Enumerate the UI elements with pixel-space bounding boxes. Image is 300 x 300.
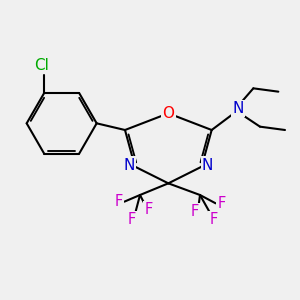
Text: F: F	[191, 204, 199, 219]
Text: F: F	[144, 202, 152, 217]
Text: F: F	[114, 194, 122, 209]
Text: F: F	[209, 212, 218, 227]
Text: Cl: Cl	[34, 58, 49, 73]
Text: F: F	[128, 212, 136, 227]
Text: N: N	[232, 101, 244, 116]
Text: N: N	[202, 158, 213, 172]
Text: F: F	[218, 196, 226, 211]
Text: N: N	[123, 158, 135, 172]
Text: O: O	[162, 106, 174, 121]
